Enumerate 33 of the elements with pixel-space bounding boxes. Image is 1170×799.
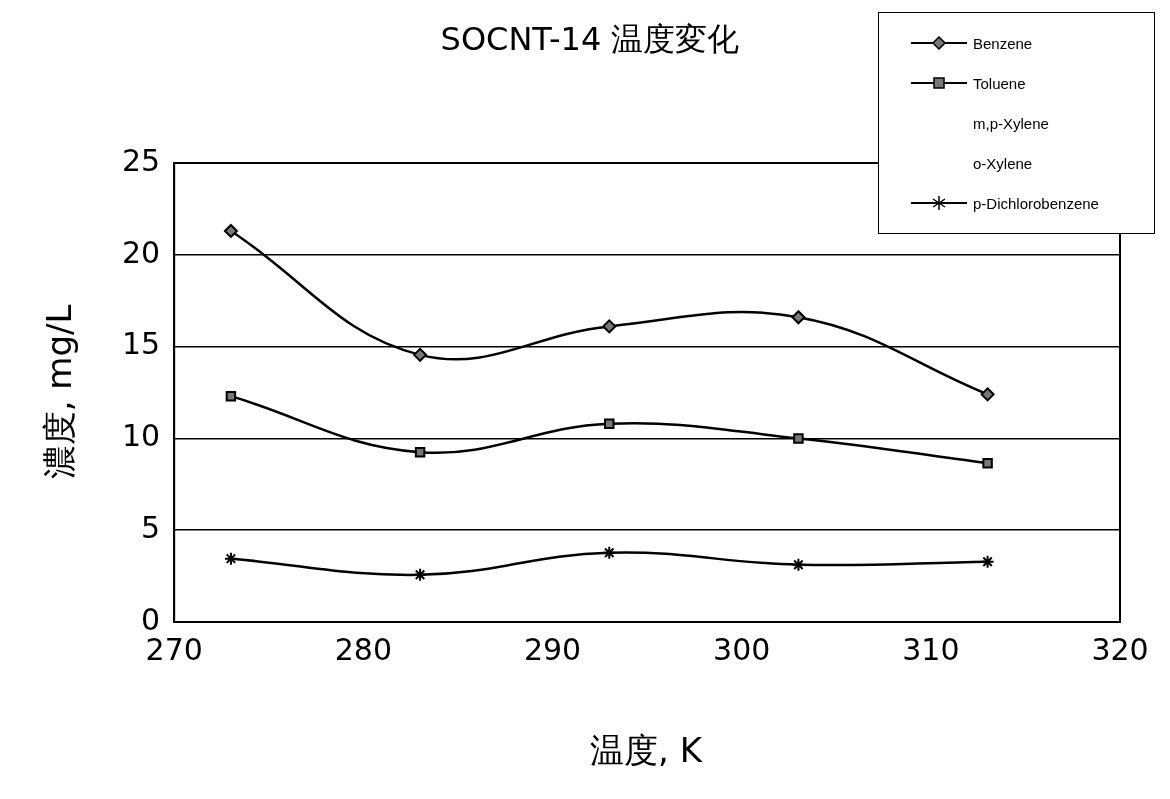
x-axis-title: 温度, K <box>589 729 704 772</box>
x-tick-label: 280 <box>334 631 392 667</box>
chart-title: SOCNT-14 温度変化 <box>440 20 740 58</box>
point <box>223 551 238 566</box>
y-axis-title: 濃度, mg/L <box>38 304 80 480</box>
point <box>791 310 806 325</box>
y-tick-label: 5 <box>141 510 161 545</box>
legend-label: p-Dichlorobenzene <box>973 194 1099 212</box>
x-tick-label: 320 <box>1091 631 1149 667</box>
y-tick-label: 25 <box>121 142 161 178</box>
point <box>980 554 995 569</box>
legend-label: Benzene <box>973 34 1033 52</box>
text: m,p-Xylene <box>973 114 1049 132</box>
point <box>602 319 617 334</box>
point <box>793 433 804 444</box>
point <box>982 457 993 469</box>
text: o-Xylene <box>973 154 1033 172</box>
point <box>413 567 428 582</box>
point <box>225 390 237 402</box>
point <box>604 418 615 429</box>
point <box>414 446 426 458</box>
point <box>791 557 806 572</box>
point <box>413 347 428 362</box>
point <box>602 545 617 560</box>
x-tick-label: 310 <box>902 631 960 667</box>
legend-label: Toluene <box>973 74 1026 92</box>
point <box>980 387 995 402</box>
x-tick-label: 300 <box>713 631 771 667</box>
point <box>223 223 238 238</box>
y-tick-label: 10 <box>121 418 161 454</box>
y-tick-label: 20 <box>121 234 161 270</box>
y-tick-label: 15 <box>121 326 161 362</box>
x-tick-label: 290 <box>523 631 582 667</box>
